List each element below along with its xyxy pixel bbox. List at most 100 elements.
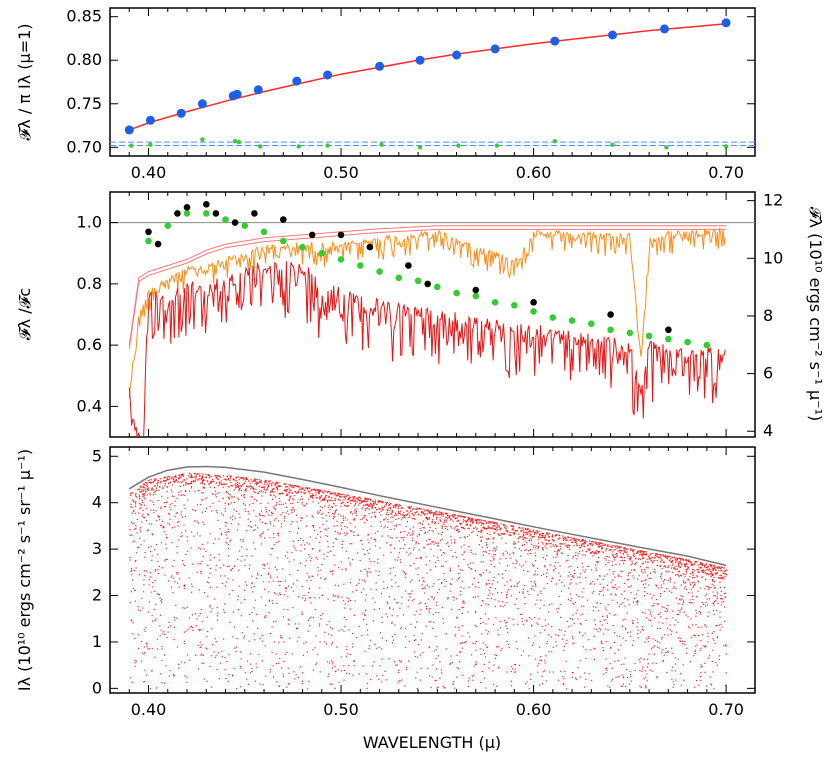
bottom-series-1-dot <box>563 649 565 651</box>
bottom-series-1-dot <box>579 676 581 678</box>
bottom-series-1-dot <box>500 649 502 651</box>
bottom-series-1-dot <box>521 613 523 615</box>
bottom-series-1-dot <box>148 489 150 491</box>
bottom-series-1-dot <box>263 567 265 570</box>
bottom-series-1-dot <box>441 554 443 556</box>
bottom-series-1-dot <box>319 497 321 500</box>
bottom-series-1-dot <box>300 488 303 490</box>
bottom-series-1-dot <box>429 511 431 513</box>
bottom-series-1-dot <box>518 527 520 529</box>
bottom-series-1-dot <box>334 530 336 532</box>
bottom-series-1-dot <box>718 658 720 661</box>
bottom-series-1-dot <box>573 576 575 579</box>
bottom-series-1-dot <box>215 656 217 658</box>
bottom-series-1-dot <box>231 495 233 498</box>
bottom-plot-area <box>128 465 728 690</box>
bottom-series-1-dot <box>468 534 470 536</box>
bottom-series-1-dot <box>712 591 714 593</box>
bottom-series-1-dot <box>217 612 219 614</box>
bottom-series-1-dot <box>533 529 535 531</box>
bottom-series-1-dot <box>659 557 661 559</box>
bottom-series-1-dot <box>467 685 470 688</box>
bottom-series-1-dot <box>569 600 571 602</box>
bottom-series-1-dot <box>178 586 180 588</box>
bottom-series-1-dot <box>699 613 701 615</box>
bottom-series-1-dot <box>319 587 321 589</box>
bottom-series-1-dot <box>434 521 437 524</box>
bottom-series-1-dot <box>210 475 212 477</box>
bottom-series-1-dot <box>140 544 142 546</box>
middle-series-1-line <box>128 225 727 346</box>
bottom-series-1-dot <box>665 608 668 610</box>
bottom-series-1-dot <box>365 503 367 505</box>
bottom-series-1-dot <box>166 537 168 539</box>
bottom-series-1-dot <box>666 588 668 590</box>
bottom-series-1-dot <box>701 634 704 636</box>
bottom-series-1-dot <box>493 533 495 535</box>
bottom-series-1-dot <box>520 527 522 529</box>
bottom-series-1-dot <box>158 516 160 518</box>
bottom-series-1-dot <box>496 530 498 532</box>
bottom-series-1-dot <box>471 532 473 534</box>
bottom-series-1-dot <box>257 627 259 629</box>
bottom-series-1-dot <box>506 640 508 642</box>
bottom-series-1-dot <box>437 533 439 535</box>
bottom-series-1-dot <box>700 611 702 613</box>
bottom-series-1-dot <box>475 663 478 665</box>
bottom-series-1-dot <box>724 576 726 578</box>
bottom-series-1-dot <box>475 610 477 612</box>
bottom-series-1-dot <box>396 664 398 666</box>
bottom-series-1-dot <box>190 475 192 477</box>
bottom-series-1-dot <box>437 655 439 657</box>
bottom-series-1-dot <box>441 527 443 529</box>
bottom-series-1-dot <box>224 510 226 512</box>
bottom-series-1-dot <box>246 530 248 532</box>
bottom-series-1-dot <box>506 671 508 673</box>
bottom-series-1-dot <box>595 541 597 543</box>
bottom-series-1-dot <box>337 567 340 569</box>
bottom-series-1-dot <box>492 593 494 595</box>
bottom-series-1-dot <box>557 561 559 564</box>
bottom-series-1-dot <box>386 542 388 544</box>
bottom-series-1-dot <box>333 525 335 527</box>
y-tick-label: 4 <box>92 493 102 512</box>
y-tick-label: 0.80 <box>66 50 102 69</box>
middle-series-4-point <box>588 320 595 328</box>
bottom-series-1-dot <box>676 568 678 570</box>
bottom-series-1-dot <box>301 517 303 519</box>
bottom-series-1-dot <box>700 679 702 682</box>
bottom-series-1-dot <box>537 665 539 667</box>
bottom-series-1-dot <box>450 518 452 521</box>
bottom-series-1-dot <box>657 603 660 605</box>
bottom-series-1-dot <box>439 661 441 663</box>
bottom-series-1-dot <box>437 686 439 688</box>
bottom-series-1-dot <box>340 494 342 496</box>
bottom-series-1-dot <box>672 681 674 683</box>
bottom-series-1-dot <box>484 520 486 522</box>
bottom-series-1-dot <box>553 540 555 542</box>
bottom-series-1-dot <box>672 556 674 559</box>
bottom-series-1-dot <box>320 569 322 571</box>
bottom-series-1-dot <box>703 570 705 572</box>
bottom-series-1-dot <box>166 491 168 493</box>
bottom-series-1-dot <box>439 516 441 519</box>
bottom-series-1-dot <box>152 534 154 536</box>
bottom-series-1-dot <box>618 574 620 576</box>
bottom-series-1-dot <box>605 559 607 561</box>
bottom-series-1-dot <box>287 596 289 598</box>
bottom-series-1-dot <box>287 623 289 625</box>
bottom-series-1-dot <box>368 558 370 560</box>
bottom-series-1-dot <box>191 482 193 484</box>
bottom-series-1-dot <box>480 653 482 655</box>
bottom-series-1-dot <box>435 566 437 568</box>
bottom-series-1-dot <box>679 640 681 642</box>
bottom-series-1-dot <box>496 522 498 524</box>
bottom-series-1-dot <box>545 539 547 541</box>
bottom-series-1-dot <box>386 616 389 618</box>
bottom-series-1-dot <box>148 579 150 581</box>
bottom-series-1-dot <box>524 549 526 552</box>
bottom-series-1-dot <box>545 625 547 627</box>
bottom-series-1-dot <box>719 568 721 570</box>
bottom-series-1-dot <box>485 521 488 523</box>
bottom-series-1-dot <box>668 555 670 558</box>
